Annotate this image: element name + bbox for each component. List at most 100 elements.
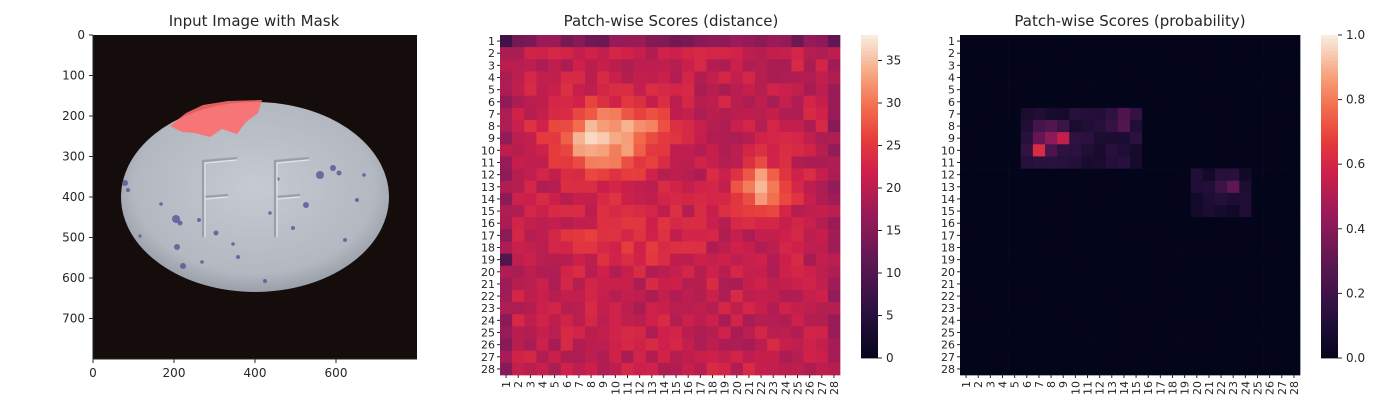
heatmap-cell bbox=[1142, 144, 1155, 157]
heatmap-cell bbox=[706, 71, 719, 84]
heatmap-cell bbox=[657, 59, 671, 72]
x-tick-label: 21 bbox=[1203, 381, 1216, 395]
heatmap-cell bbox=[718, 326, 732, 339]
heatmap-cell bbox=[512, 156, 525, 169]
heatmap-cell bbox=[827, 314, 841, 327]
colorbar-segment bbox=[1321, 306, 1338, 310]
heatmap-cell bbox=[1020, 107, 1034, 121]
heatmap-cell bbox=[791, 95, 804, 109]
heatmap-cell bbox=[1093, 71, 1107, 84]
heatmap-cell bbox=[706, 180, 719, 194]
heatmap-cell bbox=[560, 253, 574, 267]
x-tick-label: 5 bbox=[1009, 381, 1022, 388]
heatmap-cell bbox=[500, 168, 513, 182]
heatmap-cell bbox=[1105, 229, 1119, 242]
heatmap-cell bbox=[984, 83, 997, 97]
heatmap-cell bbox=[803, 205, 817, 218]
heatmap-cell bbox=[827, 144, 841, 157]
heatmap-cell bbox=[1117, 277, 1131, 291]
heatmap-cell bbox=[1275, 277, 1289, 291]
heatmap-cell bbox=[1287, 156, 1301, 169]
heatmap-cell bbox=[512, 362, 525, 376]
heatmap-cell bbox=[815, 144, 829, 157]
colorbar-segment bbox=[861, 328, 878, 333]
colorbar-segment bbox=[861, 293, 878, 298]
heatmap-cell bbox=[1263, 180, 1277, 194]
colorbar-segment bbox=[1321, 180, 1338, 184]
y-tick-label: 5 bbox=[948, 84, 955, 97]
heatmap-cell bbox=[548, 95, 562, 109]
heatmap-cell bbox=[1142, 362, 1155, 376]
heatmap-cell bbox=[1057, 326, 1070, 339]
heatmap-cell bbox=[1251, 168, 1264, 182]
colorbar-segment bbox=[861, 264, 878, 268]
heatmap-cell bbox=[730, 217, 744, 230]
colorbar-segment bbox=[1321, 148, 1338, 152]
heatmap-cell bbox=[682, 253, 695, 267]
heatmap-cell bbox=[536, 144, 549, 157]
y-tick-label: 0 bbox=[77, 28, 85, 42]
heatmap-cell bbox=[972, 338, 985, 352]
heatmap-cell bbox=[1239, 265, 1252, 279]
heatmap-cell bbox=[984, 217, 997, 230]
heatmap-cell bbox=[1069, 362, 1082, 376]
heatmap-cell bbox=[742, 192, 756, 206]
heatmap-cell bbox=[779, 326, 792, 339]
heatmap-cell bbox=[827, 192, 841, 206]
heatmap-cell bbox=[1178, 168, 1192, 182]
panel-1-title: Input Image with Mask bbox=[169, 12, 340, 30]
heatmap-cell bbox=[694, 107, 707, 121]
heatmap-cell bbox=[1008, 217, 1022, 230]
heatmap-cell bbox=[1057, 47, 1070, 60]
heatmap-cell bbox=[1032, 47, 1046, 60]
colorbar-segment bbox=[861, 232, 878, 236]
colorbar-segment bbox=[861, 173, 878, 178]
heatmap-cell bbox=[1263, 35, 1277, 48]
heatmap-cell bbox=[1190, 59, 1204, 72]
colorbar-segment bbox=[1321, 35, 1338, 39]
heatmap-cell bbox=[1057, 95, 1070, 109]
heatmap-cell bbox=[815, 168, 829, 182]
colorbar-segment bbox=[1321, 274, 1338, 278]
heatmap-cell bbox=[548, 144, 562, 157]
heatmap-cell bbox=[1130, 168, 1143, 182]
colorbar-segment bbox=[861, 348, 878, 352]
y-tick-label: 21 bbox=[941, 278, 955, 291]
heatmap-cell bbox=[767, 338, 780, 352]
heatmap-cell bbox=[1154, 107, 1167, 121]
y-tick-label: 5 bbox=[488, 84, 495, 97]
heatmap-cell bbox=[1178, 229, 1192, 242]
heatmap-cell bbox=[1130, 95, 1143, 109]
heatmap-cell bbox=[682, 314, 695, 327]
heatmap-cell bbox=[1239, 192, 1252, 206]
heatmap-cell bbox=[730, 290, 744, 303]
heatmap-cell bbox=[706, 107, 719, 121]
heatmap-cell bbox=[1008, 95, 1022, 109]
heatmap-cell bbox=[767, 180, 780, 194]
heatmap-cell bbox=[718, 47, 732, 60]
heatmap-cell bbox=[1105, 350, 1119, 364]
heatmap-cell bbox=[609, 302, 622, 315]
heatmap-cell bbox=[972, 83, 985, 97]
heatmap-cell bbox=[1032, 338, 1046, 352]
heatmap-cell bbox=[755, 205, 768, 218]
y-tick-label: 300 bbox=[62, 150, 85, 164]
heatmap-cell bbox=[548, 362, 562, 376]
heatmap-cell bbox=[1239, 350, 1252, 364]
heatmap-cell bbox=[972, 47, 985, 60]
heatmap-cell bbox=[1130, 35, 1143, 48]
heatmap-cell bbox=[1202, 95, 1216, 109]
heatmap-cell bbox=[657, 120, 671, 133]
heatmap-cell bbox=[960, 107, 973, 121]
heatmap-cell bbox=[1275, 265, 1289, 279]
heatmap-cell bbox=[1190, 120, 1204, 133]
heatmap-cell bbox=[500, 192, 513, 206]
heatmap-cell bbox=[718, 95, 732, 109]
heatmap-cell bbox=[524, 241, 537, 254]
heatmap-cell bbox=[1263, 192, 1277, 206]
heatmap-cell bbox=[1166, 265, 1179, 279]
heatmap-cell bbox=[1130, 290, 1143, 303]
heatmap-cell bbox=[1020, 314, 1034, 327]
heatmap-cell bbox=[512, 47, 525, 60]
heatmap-cell bbox=[1227, 59, 1240, 72]
